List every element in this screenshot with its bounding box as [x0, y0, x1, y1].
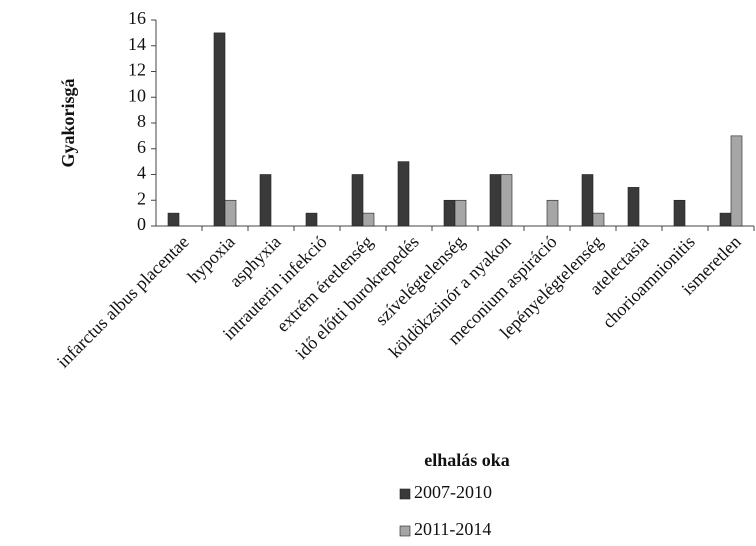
bar: [362, 212, 375, 227]
bar: [719, 212, 732, 227]
bar: [500, 174, 513, 227]
bar: [592, 212, 605, 227]
bar: [351, 174, 364, 227]
legend-label: 2011-2014: [414, 519, 491, 539]
bar: [673, 199, 686, 227]
bar: [581, 174, 594, 227]
bar: [489, 174, 502, 227]
legend-swatch: [399, 488, 411, 500]
bar: [224, 199, 237, 227]
y-tick-label: 16: [128, 8, 146, 28]
y-tick-label: 10: [128, 85, 146, 105]
y-tick-label: 4: [137, 163, 146, 183]
bar: [627, 187, 640, 227]
bar: [259, 174, 272, 227]
x-axis-title: elhalás oka: [424, 450, 510, 470]
bar: [167, 212, 180, 227]
y-tick-label: 6: [137, 137, 146, 157]
y-tick-label: 0: [137, 214, 146, 234]
y-axis-title: Gyakorisgá: [58, 78, 78, 167]
y-tick-label: 8: [137, 111, 146, 131]
y-tick-label: 14: [128, 34, 146, 54]
bar: [305, 212, 318, 227]
bar: [443, 199, 456, 227]
bar: [213, 32, 226, 227]
legend-label: 2007-2010: [414, 482, 492, 502]
bar: [454, 199, 467, 227]
legend-swatch: [399, 525, 411, 537]
bar: [546, 199, 559, 227]
y-tick-label: 12: [128, 60, 146, 80]
bar: [397, 161, 410, 227]
x-tick-label: infarctus albus placentae: [53, 232, 193, 372]
y-tick-label: 2: [137, 188, 146, 208]
bar: [730, 135, 743, 227]
